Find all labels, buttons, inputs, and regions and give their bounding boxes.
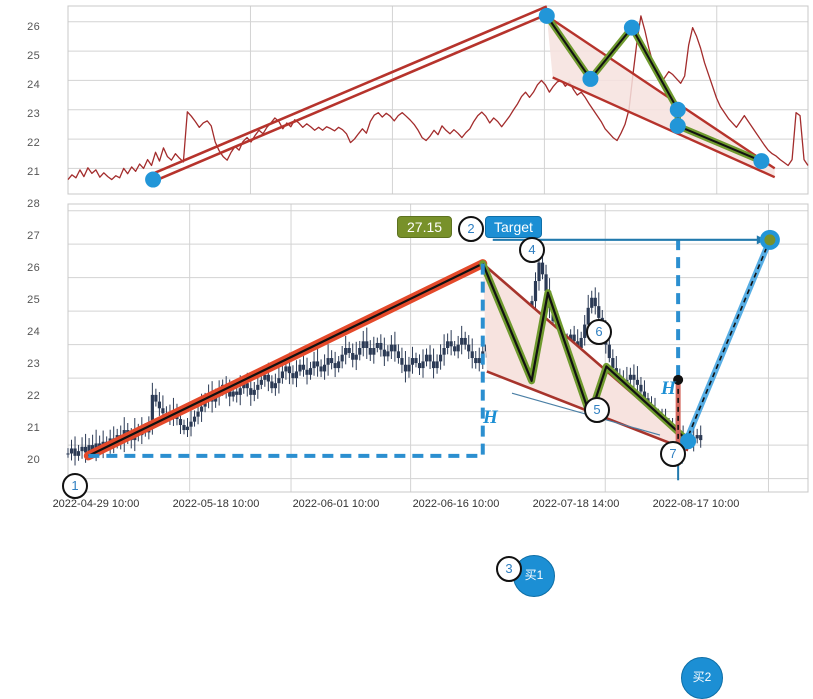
index-marker-4: 4 xyxy=(519,237,545,263)
xtick-4: 2022-07-18 14:00 xyxy=(532,498,620,510)
index-marker-6: 6 xyxy=(586,319,612,345)
index-marker-7: 7 xyxy=(660,441,686,467)
top-ytick-25: 25 xyxy=(27,50,40,62)
xtick-0: 2022-04-29 10:00 xyxy=(52,498,140,510)
top-chart-plot xyxy=(67,5,809,195)
xtick-1: 2022-05-18 10:00 xyxy=(172,498,260,510)
bottom-ytick-27: 27 xyxy=(27,230,40,242)
target-price-box: 27.15 xyxy=(397,216,453,238)
top-ytick-22: 22 xyxy=(27,137,40,149)
bottom-ytick-21: 21 xyxy=(27,422,40,434)
bottom-ytick-23: 23 xyxy=(27,358,40,370)
bottom-ytick-20: 20 xyxy=(27,454,40,466)
bottom-chart-panel: 28 27 26 25 24 23 22 21 20 27.15 Target … xyxy=(0,198,813,699)
index-marker-1: 1 xyxy=(62,473,88,499)
buy2-marker[interactable]: 买2 xyxy=(681,657,723,699)
bottom-ytick-22: 22 xyxy=(27,390,40,402)
bottom-ytick-24: 24 xyxy=(27,326,40,338)
bottom-ytick-25: 25 xyxy=(27,294,40,306)
xtick-2: 2022-06-01 10:00 xyxy=(292,498,380,510)
bottom-ytick-26: 26 xyxy=(27,262,40,274)
top-ytick-23: 23 xyxy=(27,108,40,120)
index-marker-3: 3 xyxy=(496,556,522,582)
top-ytick-24: 24 xyxy=(27,79,40,91)
bottom-ytick-28: 28 xyxy=(27,198,40,210)
xtick-5: 2022-08-17 10:00 xyxy=(652,498,740,510)
top-chart-panel: 26 25 24 23 22 21 xyxy=(0,0,813,196)
h-label-left: H xyxy=(483,407,498,428)
top-ytick-26: 26 xyxy=(27,21,40,33)
h-label-right: H xyxy=(661,378,676,399)
bottom-chart-plot xyxy=(66,203,809,493)
xtick-3: 2022-06-16 10:00 xyxy=(412,498,500,510)
index-marker-2: 2 xyxy=(458,216,484,242)
top-ytick-21: 21 xyxy=(27,166,40,178)
index-marker-5: 5 xyxy=(584,397,610,423)
target-label-badge[interactable]: Target xyxy=(485,216,542,238)
